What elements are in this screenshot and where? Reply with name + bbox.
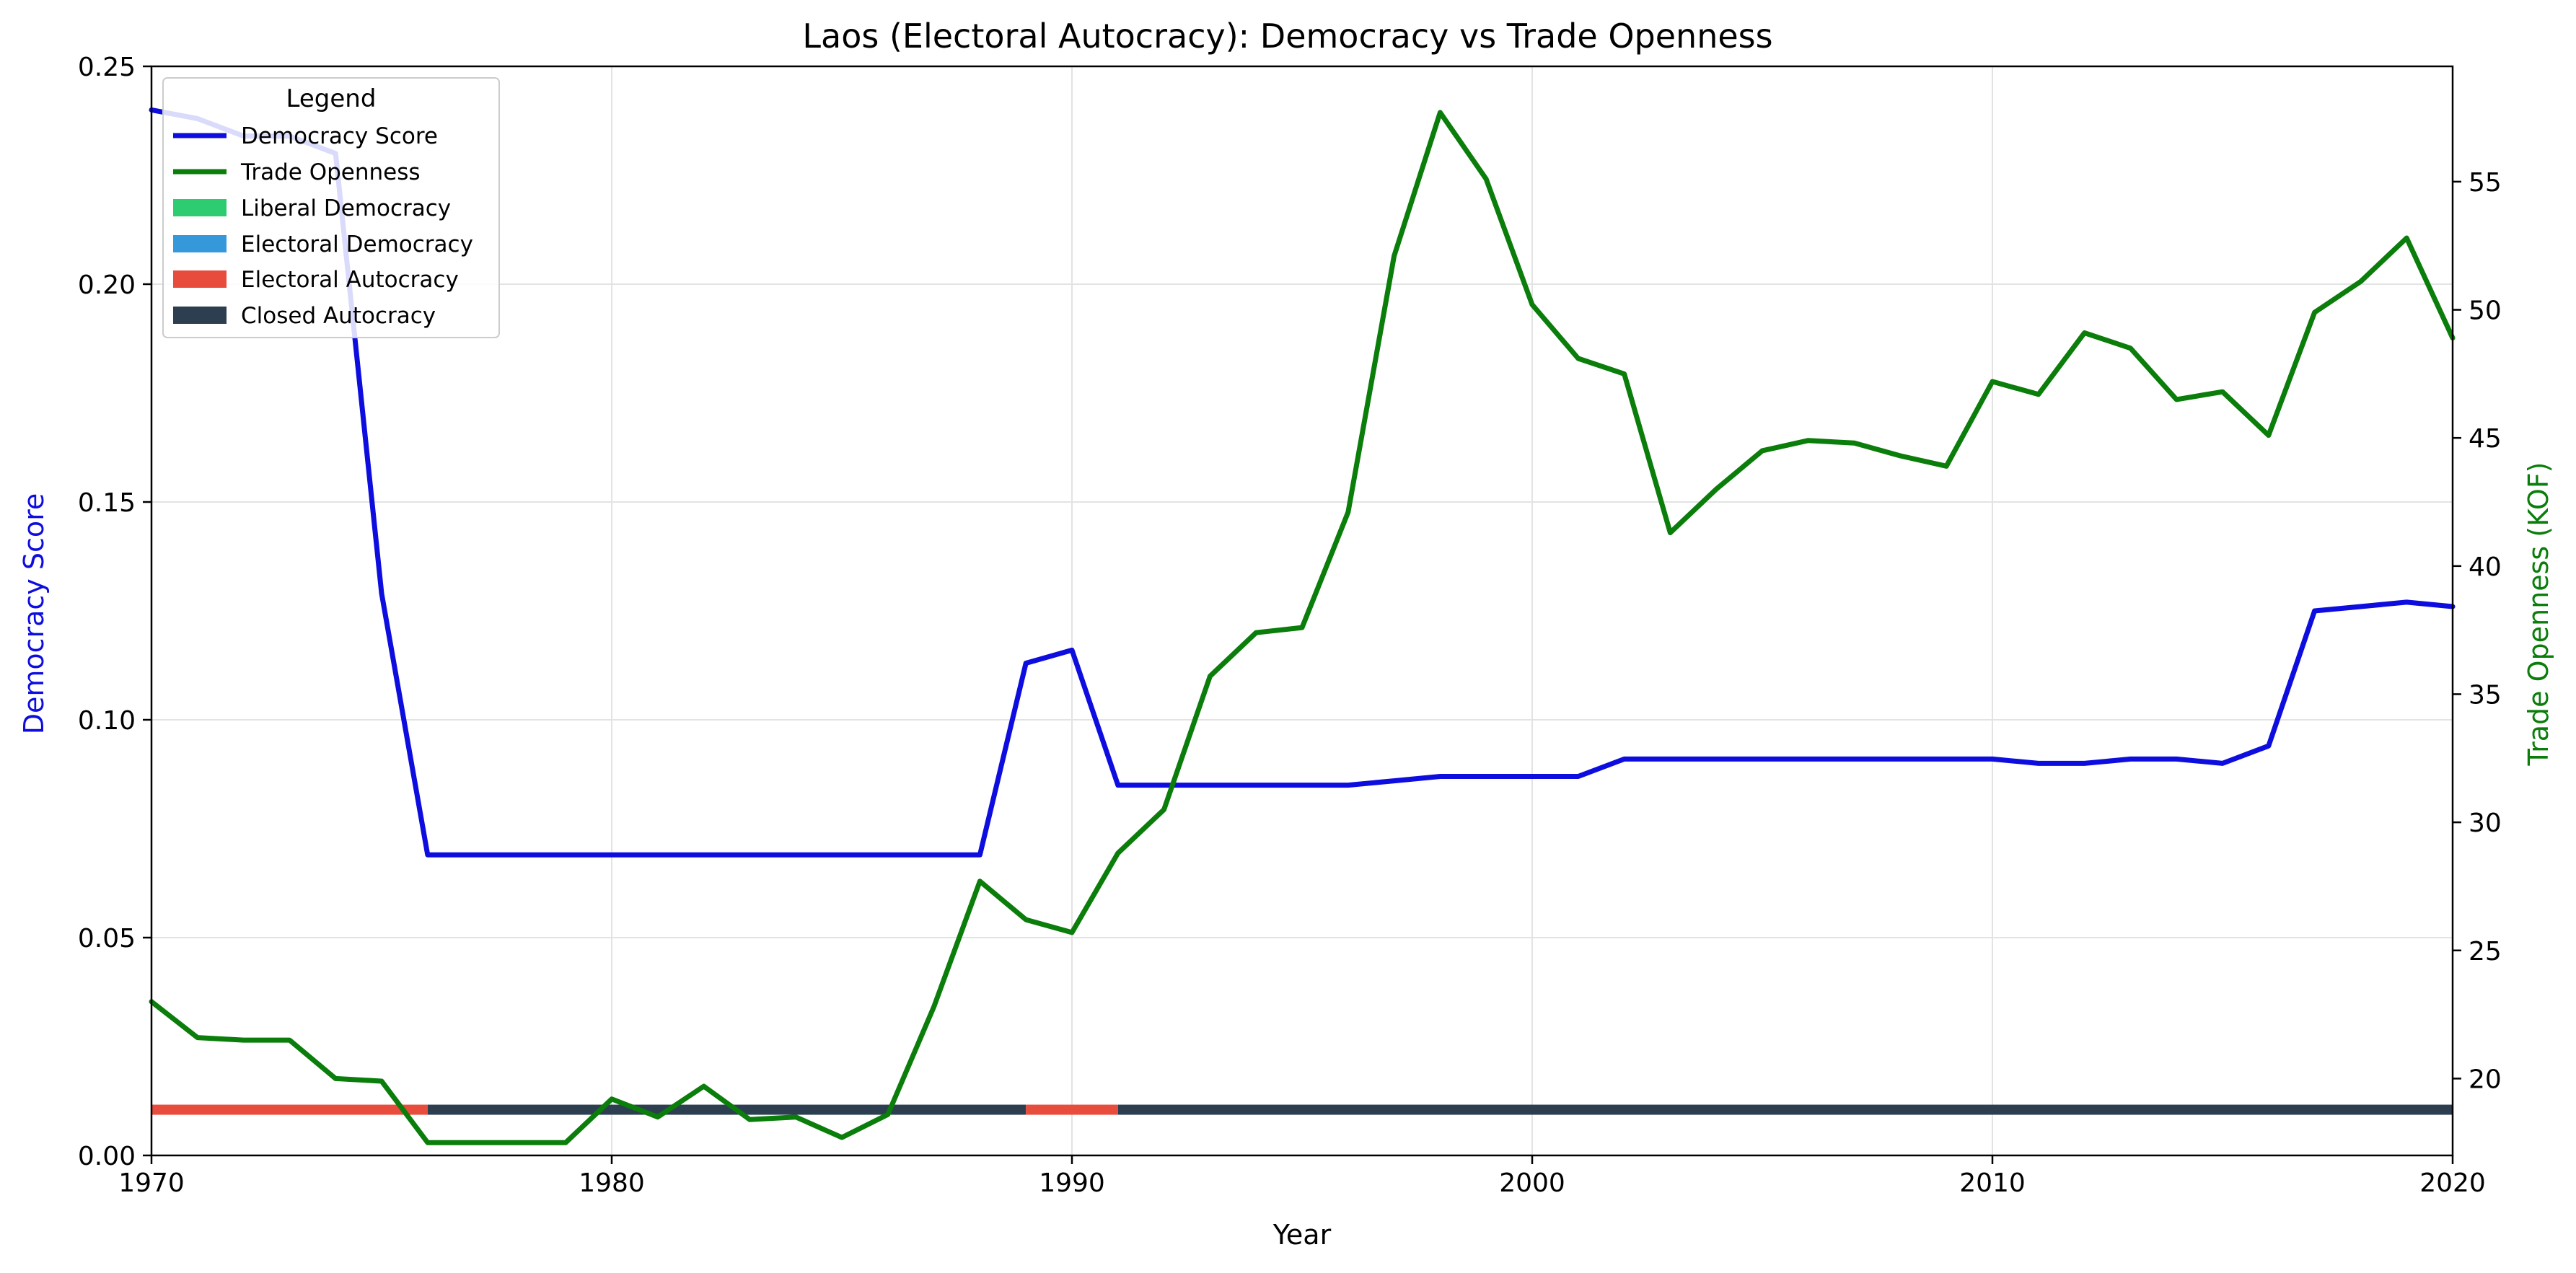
legend-label-closed-autocracy: Closed Autocracy	[241, 303, 436, 329]
legend-title: Legend	[286, 84, 377, 113]
x-tick-label: 1990	[1039, 1168, 1105, 1198]
x-tick-label: 2020	[2419, 1168, 2486, 1198]
y-right-tick-label: 40	[2469, 552, 2502, 582]
legend-box	[162, 77, 500, 338]
legend-swatch-liberal-democracy	[173, 199, 227, 216]
y-left-tick-label: 0.00	[78, 1142, 136, 1171]
legend-label-electoral-democracy: Electoral Democracy	[241, 232, 473, 257]
x-tick-label: 2000	[1499, 1168, 1565, 1198]
legend-swatch-electoral-democracy	[173, 235, 227, 252]
x-axis-ticks: 1970 1980 1990 2000 2010 2020	[118, 1155, 2486, 1198]
legend: Legend Democracy Score Trade Openness Li…	[162, 77, 500, 338]
y-right-tick-label: 45	[2469, 424, 2502, 454]
legend-label-trade: Trade Openness	[240, 159, 421, 185]
y-axis-left-title: Democracy Score	[18, 493, 50, 735]
legend-swatch-closed-autocracy	[173, 307, 227, 324]
x-axis-title: Year	[1272, 1219, 1332, 1251]
plot-frame	[150, 65, 2454, 1157]
y-right-tick-label: 25	[2469, 937, 2502, 966]
y-left-tick-label: 0.10	[78, 706, 136, 736]
y-left-tick-label: 0.25	[78, 53, 136, 82]
regime-band-electoral-autocracy	[1026, 1104, 1118, 1115]
y-axis-left-ticks: 0.00 0.05 0.10 0.15 0.20 0.25	[78, 53, 151, 1171]
y-right-tick-label: 55	[2469, 168, 2502, 198]
regime-bands	[151, 1104, 2453, 1115]
x-tick-label: 1970	[118, 1168, 185, 1198]
y-right-tick-label: 20	[2469, 1065, 2502, 1094]
y-axis-right-title: Trade Openness (KOF)	[2523, 462, 2554, 766]
y-right-tick-label: 35	[2469, 680, 2502, 710]
y-axis-right-ticks: 20 25 30 35 40 45 50 55	[2453, 168, 2502, 1094]
x-tick-label: 2010	[1959, 1168, 2026, 1198]
series-lines	[149, 107, 2456, 1145]
y-left-tick-label: 0.20	[78, 270, 136, 300]
regime-band-closed-autocracy	[1117, 1104, 2453, 1115]
chart-title: Laos (Electoral Autocracy): Democracy vs…	[802, 17, 1772, 56]
y-right-tick-label: 30	[2469, 809, 2502, 838]
regime-band-closed-autocracy	[427, 1104, 1027, 1115]
series-line-democracy-score	[149, 107, 2456, 858]
regime-band-electoral-autocracy	[151, 1104, 428, 1115]
legend-label-democracy: Democracy Score	[241, 123, 438, 149]
y-left-tick-label: 0.15	[78, 488, 136, 518]
x-tick-label: 1980	[579, 1168, 645, 1198]
series-line-trade-openness	[149, 110, 2456, 1145]
legend-label-electoral-autocracy: Electoral Autocracy	[241, 267, 459, 293]
y-left-tick-label: 0.05	[78, 924, 136, 953]
y-right-tick-label: 50	[2469, 296, 2502, 326]
legend-swatch-electoral-autocracy	[173, 270, 227, 288]
legend-label-liberal-democracy: Liberal Democracy	[241, 195, 451, 221]
